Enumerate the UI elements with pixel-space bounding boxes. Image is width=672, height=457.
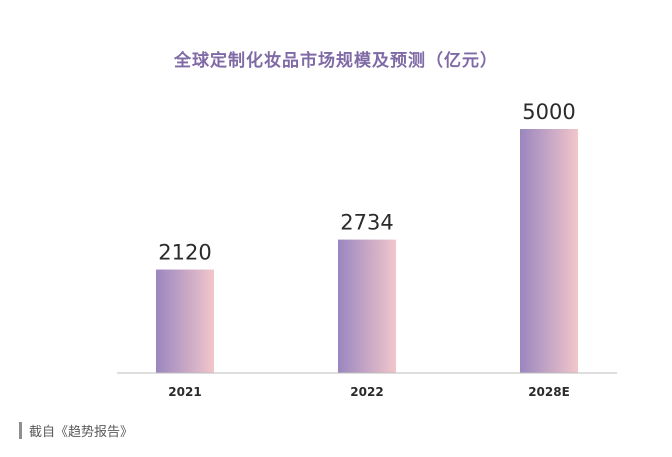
- x-tick-label-2022: 2022: [350, 385, 383, 399]
- data-label-2021: 2120: [158, 241, 211, 265]
- data-label-2022: 2734: [340, 211, 393, 235]
- chart-title: 全球定制化妆品市场规模及预测（亿元）: [174, 51, 498, 71]
- bar-2028E: [520, 129, 578, 373]
- x-tick-label-2028E: 2028E: [528, 385, 570, 399]
- source-text: 截自《趋势报告》: [29, 424, 134, 440]
- bar-2022: [338, 239, 396, 373]
- data-label-2028E: 5000: [522, 100, 575, 124]
- x-tick-label-2021: 2021: [168, 385, 201, 399]
- bar-2021: [156, 269, 214, 373]
- source-note: 截自《趋势报告》: [19, 421, 134, 440]
- source-marker: [19, 421, 22, 439]
